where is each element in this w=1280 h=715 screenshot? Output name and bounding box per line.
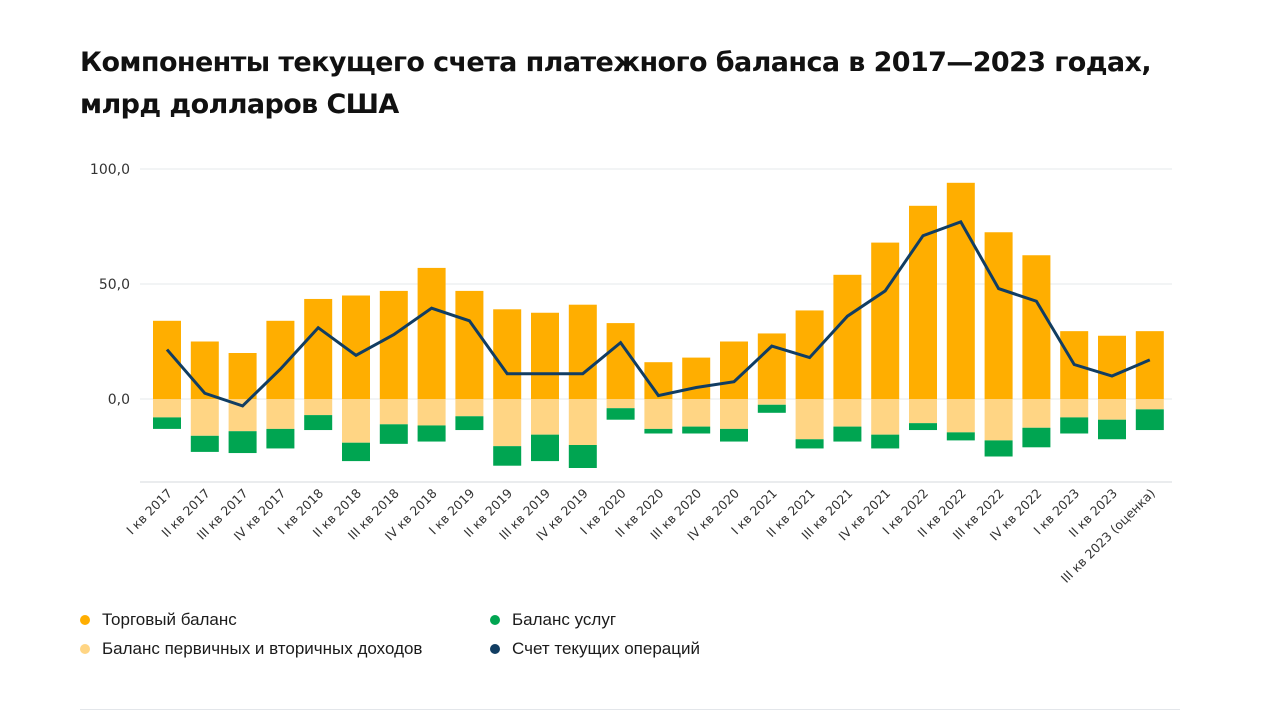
bar-services-balance <box>531 434 559 462</box>
bar-trade-balance <box>606 323 635 399</box>
bar-services-balance <box>266 428 295 449</box>
bar-trade-balance <box>720 341 748 399</box>
bar-income-balance <box>909 399 937 424</box>
bar-services-balance <box>455 416 484 431</box>
bar-services-balance <box>1135 409 1164 431</box>
bar-services-balance <box>493 446 522 466</box>
bar-services-balance <box>1060 417 1089 434</box>
bar-trade-balance <box>1098 335 1126 399</box>
bar-income-balance <box>606 399 635 409</box>
legend-dot-icon <box>490 644 500 654</box>
bar-services-balance <box>1022 427 1051 448</box>
bar-income-balance <box>644 399 673 429</box>
bar-income-balance <box>455 399 484 417</box>
bar-trade-balance <box>304 298 333 399</box>
bar-services-balance <box>606 408 635 420</box>
bars <box>153 182 1164 468</box>
bar-services-balance <box>379 424 408 444</box>
bar-trade-balance <box>493 309 522 399</box>
bar-services-balance <box>833 426 862 442</box>
legend-label: Баланс первичных и вторичных доходов <box>102 639 423 658</box>
bar-income-balance <box>304 399 333 416</box>
legend-label: Торговый баланс <box>102 610 237 629</box>
bar-trade-balance <box>531 312 559 399</box>
bar-income-balance <box>493 399 522 447</box>
bar-income-balance <box>417 399 446 426</box>
legend-item-income: Баланс первичных и вторичных доходов <box>80 639 422 659</box>
bar-services-balance <box>795 439 824 449</box>
bar-income-balance <box>531 399 559 435</box>
bar-trade-balance <box>228 353 257 399</box>
bar-income-balance <box>833 399 862 427</box>
bar-services-balance <box>984 440 1013 457</box>
bar-services-balance <box>153 417 181 429</box>
bar-services-balance <box>644 428 673 434</box>
bottom-divider <box>80 709 1180 710</box>
chart-title: Компоненты текущего счета платежного бал… <box>80 47 1152 120</box>
bar-trade-balance <box>757 333 786 399</box>
current-account-line-layer <box>165 220 1151 408</box>
bar-income-balance <box>795 399 824 440</box>
bar-trade-balance <box>946 182 975 399</box>
bar-trade-balance <box>417 267 446 399</box>
bar-services-balance <box>304 415 333 431</box>
bar-services-balance <box>228 431 257 454</box>
legend-label: Счет текущих операций <box>512 639 700 658</box>
bar-income-balance <box>342 399 370 443</box>
bar-services-balance <box>871 434 900 449</box>
legend-label: Баланс услуг <box>512 610 617 629</box>
bar-services-balance <box>1098 419 1126 440</box>
bar-income-balance <box>266 399 295 429</box>
bar-services-balance <box>720 428 748 442</box>
legend-dot-icon <box>80 644 90 654</box>
bar-income-balance <box>871 399 900 435</box>
bar-income-balance <box>1098 399 1126 420</box>
y-axis-tick-labels: 0,0 50,0 100,0 <box>90 162 130 408</box>
legend-dot-icon <box>80 615 90 625</box>
bar-income-balance <box>1135 399 1164 410</box>
bar-income-balance <box>984 399 1013 441</box>
bar-income-balance <box>1022 399 1051 428</box>
legend-item-current-account: Счет текущих операций <box>490 639 700 659</box>
bar-trade-balance <box>190 341 219 399</box>
bar-trade-balance <box>455 290 484 399</box>
bar-services-balance <box>342 442 370 462</box>
bar-services-balance <box>682 426 711 434</box>
bar-income-balance <box>682 399 711 427</box>
bar-income-balance <box>568 399 597 445</box>
bar-income-balance <box>190 399 219 436</box>
y-tick-label: 50,0 <box>99 277 130 293</box>
legend-dot-icon <box>490 615 500 625</box>
bar-services-balance <box>417 425 446 442</box>
legend-item-trade: Торговый баланс <box>80 610 237 630</box>
bar-trade-balance <box>568 304 597 399</box>
bar-income-balance <box>153 399 181 418</box>
bar-services-balance <box>568 445 597 468</box>
bar-trade-balance <box>833 274 862 399</box>
bar-income-balance <box>946 399 975 433</box>
bar-services-balance <box>757 404 786 413</box>
bar-income-balance <box>720 399 748 429</box>
bar-services-balance <box>909 423 937 431</box>
y-tick-label: 100,0 <box>90 162 130 178</box>
bar-trade-balance <box>984 232 1013 399</box>
y-tick-label: 0,0 <box>108 392 130 408</box>
bar-income-balance <box>757 399 786 405</box>
grid-lines <box>140 168 1172 483</box>
bar-trade-balance <box>379 290 408 399</box>
bar-income-balance <box>1060 399 1089 418</box>
bar-services-balance <box>190 435 219 452</box>
bar-trade-balance <box>871 242 900 399</box>
legend-item-services: Баланс услуг <box>490 610 616 630</box>
bar-trade-balance <box>682 357 711 399</box>
bar-services-balance <box>946 432 975 441</box>
bar-income-balance <box>379 399 408 425</box>
bar-trade-balance <box>1022 255 1051 399</box>
